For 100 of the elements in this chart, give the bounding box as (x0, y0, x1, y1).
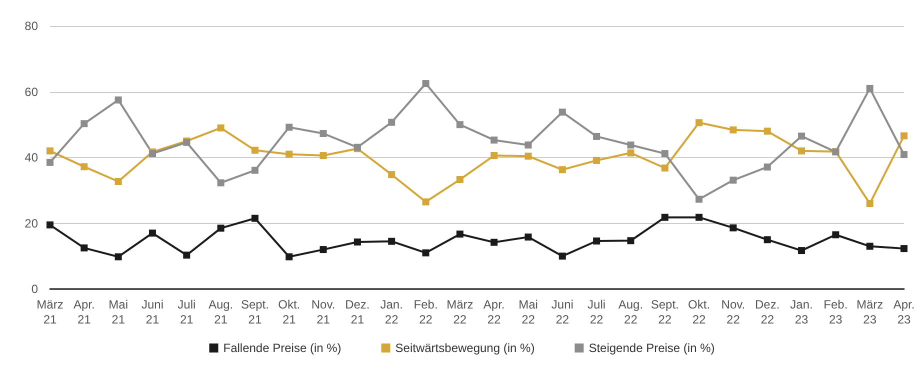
point (286, 150, 293, 158)
point (764, 236, 771, 244)
x-tick-label: Juli 22 (588, 298, 606, 326)
x-tick-label: Aug. 22 (618, 298, 644, 326)
x-tick-label: Nov. 22 (721, 298, 746, 326)
point (114, 96, 122, 104)
point (627, 237, 634, 244)
point (798, 132, 806, 140)
x-tick-label: Feb. 23 (824, 298, 848, 326)
point (593, 156, 600, 164)
point (524, 152, 532, 160)
point (456, 121, 464, 128)
x-tick-label: Juli 21 (178, 298, 196, 326)
point (730, 224, 737, 232)
x-tick-label: Feb. 22 (414, 298, 438, 326)
point (866, 84, 874, 92)
point (217, 179, 224, 186)
legend-label: Fallende Preise (in %) (223, 341, 342, 355)
y-tick-label: 0 (31, 282, 38, 296)
point (661, 164, 668, 172)
x-tick-label: Juni 21 (141, 298, 164, 326)
point (286, 124, 293, 131)
point (866, 200, 874, 208)
x-tick-label: Okt. 22 (688, 298, 710, 326)
x-tick-label: Apr. 23 (893, 298, 915, 326)
point (524, 142, 532, 149)
point (217, 224, 224, 232)
point (558, 252, 566, 260)
point (114, 253, 122, 260)
point (730, 176, 737, 184)
point (524, 234, 532, 241)
x-tick-label: Mai 21 (108, 298, 128, 326)
point (627, 149, 634, 156)
point (422, 80, 430, 88)
point (388, 118, 396, 126)
point (661, 150, 668, 158)
x-tick-label: März 21 (36, 298, 64, 326)
point (764, 128, 771, 135)
y-tick-label: 60 (24, 84, 38, 99)
x-tick-label: Sept. 22 (650, 298, 679, 326)
point (866, 242, 874, 250)
point (183, 252, 190, 259)
point (456, 176, 464, 184)
point (251, 146, 258, 154)
point (320, 130, 327, 137)
x-tick-label: Jan. 23 (790, 298, 813, 326)
point (251, 214, 258, 222)
x-tick-label: März 23 (856, 298, 884, 326)
x-tick-label: Jan. 22 (380, 298, 403, 326)
x-tick-label: Dez. 22 (755, 298, 780, 326)
point (217, 124, 224, 132)
point (832, 231, 840, 238)
point (661, 214, 668, 221)
point (251, 166, 258, 174)
point (764, 164, 771, 171)
point (730, 126, 737, 134)
legend-label: Steigende Preise (in %) (588, 341, 715, 355)
x-tick-label: Apr. 22 (483, 298, 505, 326)
point (490, 152, 498, 160)
point (798, 247, 806, 254)
x-tick-label: Nov. 21 (311, 298, 336, 326)
x-tick-label: Okt. 21 (278, 298, 300, 326)
point (320, 246, 327, 254)
point (696, 196, 703, 203)
point (558, 108, 566, 116)
point (80, 244, 88, 252)
x-tick-label: Juni 22 (551, 298, 574, 326)
point (46, 147, 54, 154)
x-tick-label: März 22 (446, 298, 474, 326)
legend-label: Seitwärtsbewegung (in %) (395, 341, 535, 355)
y-tick-label: 40 (24, 150, 38, 164)
point (456, 230, 464, 238)
point (286, 253, 293, 260)
point (900, 245, 908, 252)
point (490, 238, 498, 246)
point (593, 132, 600, 140)
point (593, 238, 600, 245)
point (490, 136, 498, 144)
point (696, 214, 703, 221)
x-tick-label: Sept. 21 (240, 298, 269, 326)
x-tick-label: Apr. 21 (73, 298, 95, 326)
x-tick-label: Dez. 21 (345, 298, 370, 326)
point (696, 119, 703, 126)
point (80, 120, 88, 128)
point (388, 238, 396, 245)
point (388, 171, 396, 178)
point (320, 152, 327, 160)
x-tick-label: Aug. 21 (208, 298, 234, 326)
point (627, 142, 634, 149)
point (80, 163, 88, 170)
point (354, 238, 361, 246)
point (798, 147, 806, 154)
x-tick-label: Mai 22 (518, 298, 538, 326)
y-tick-label: 80 (24, 19, 38, 33)
point (900, 151, 908, 158)
point (114, 178, 122, 185)
point (46, 221, 54, 228)
point (558, 166, 566, 174)
point (148, 230, 156, 237)
point (422, 249, 430, 256)
